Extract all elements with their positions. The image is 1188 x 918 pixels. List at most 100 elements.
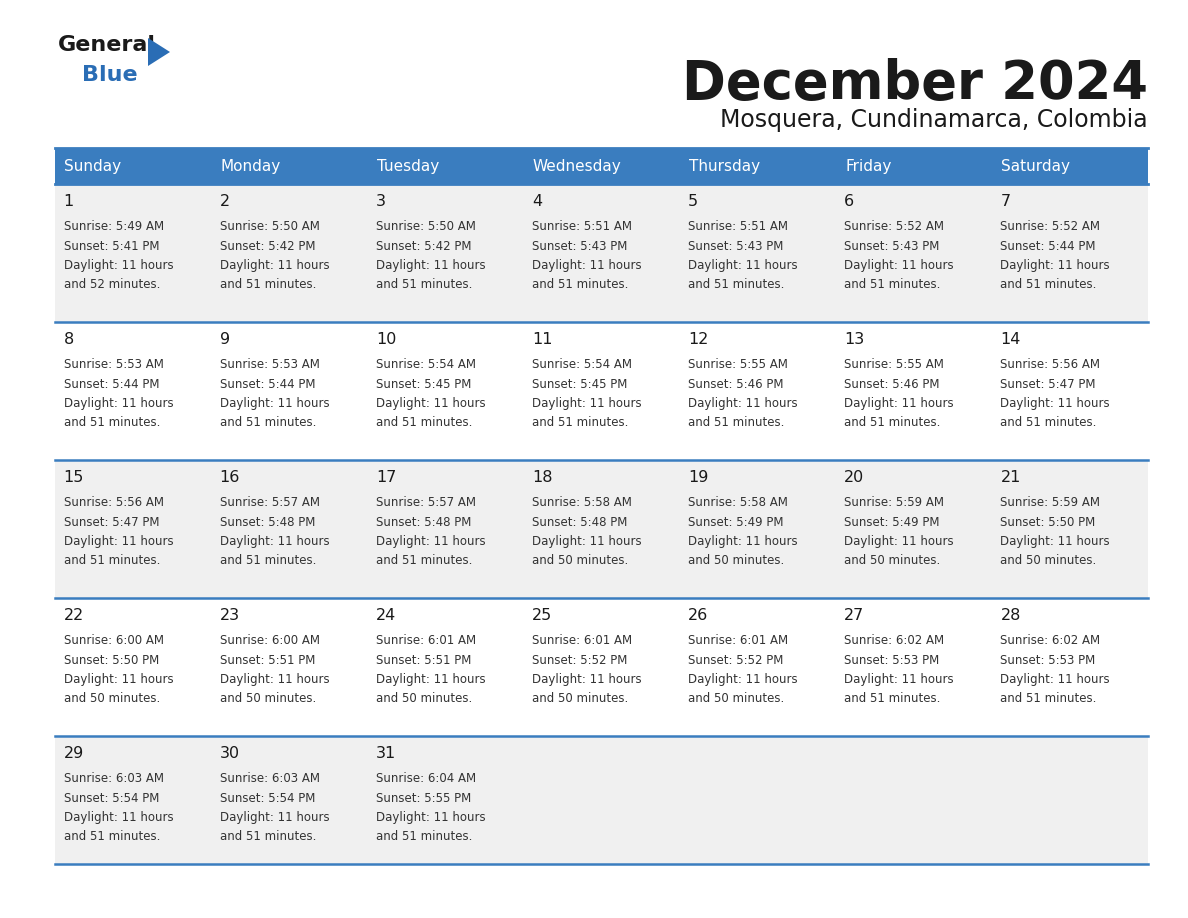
Text: and 51 minutes.: and 51 minutes. [220, 417, 316, 430]
Bar [835, 598, 992, 736]
Text: Daylight: 11 hours: Daylight: 11 hours [845, 673, 954, 686]
Text: Sunrise: 5:59 AM: Sunrise: 5:59 AM [845, 496, 944, 509]
Text: 15: 15 [64, 470, 84, 485]
Bar [211, 598, 367, 736]
Text: Sunset: 5:49 PM: Sunset: 5:49 PM [845, 516, 940, 529]
Bar [524, 148, 680, 184]
Text: Daylight: 11 hours: Daylight: 11 hours [688, 397, 798, 410]
Text: and 51 minutes.: and 51 minutes. [375, 554, 473, 567]
Text: Sunrise: 6:02 AM: Sunrise: 6:02 AM [1000, 634, 1100, 647]
Text: Sunset: 5:53 PM: Sunset: 5:53 PM [845, 654, 940, 666]
Text: 25: 25 [532, 608, 552, 623]
Text: Sunset: 5:50 PM: Sunset: 5:50 PM [1000, 516, 1095, 529]
Text: Sunrise: 5:49 AM: Sunrise: 5:49 AM [64, 220, 164, 233]
Text: Daylight: 11 hours: Daylight: 11 hours [1000, 535, 1110, 548]
Text: Sunset: 5:46 PM: Sunset: 5:46 PM [845, 377, 940, 390]
Text: Daylight: 11 hours: Daylight: 11 hours [845, 535, 954, 548]
Text: 11: 11 [532, 332, 552, 347]
Text: Sunrise: 6:01 AM: Sunrise: 6:01 AM [688, 634, 789, 647]
Text: Sunrise: 5:53 AM: Sunrise: 5:53 AM [64, 358, 164, 371]
Text: and 50 minutes.: and 50 minutes. [688, 554, 784, 567]
Text: Sunset: 5:47 PM: Sunset: 5:47 PM [1000, 377, 1097, 390]
Bar [211, 736, 367, 864]
Text: and 51 minutes.: and 51 minutes. [688, 417, 784, 430]
Text: Sunrise: 5:59 AM: Sunrise: 5:59 AM [1000, 496, 1100, 509]
Text: and 51 minutes.: and 51 minutes. [532, 417, 628, 430]
Text: 4: 4 [532, 194, 542, 209]
Text: Daylight: 11 hours: Daylight: 11 hours [375, 811, 486, 824]
Text: Daylight: 11 hours: Daylight: 11 hours [220, 397, 329, 410]
Text: Sunrise: 6:00 AM: Sunrise: 6:00 AM [220, 634, 320, 647]
Text: Sunset: 5:46 PM: Sunset: 5:46 PM [688, 377, 784, 390]
Text: 3: 3 [375, 194, 386, 209]
Text: Daylight: 11 hours: Daylight: 11 hours [532, 397, 642, 410]
Text: and 51 minutes.: and 51 minutes. [375, 278, 473, 292]
Bar [835, 736, 992, 864]
Text: Sunset: 5:48 PM: Sunset: 5:48 PM [220, 516, 315, 529]
Text: Sunset: 5:54 PM: Sunset: 5:54 PM [64, 791, 159, 804]
Text: 7: 7 [1000, 194, 1011, 209]
Text: and 52 minutes.: and 52 minutes. [64, 278, 160, 292]
Text: Sunset: 5:42 PM: Sunset: 5:42 PM [375, 240, 472, 252]
Text: Daylight: 11 hours: Daylight: 11 hours [1000, 259, 1110, 272]
Text: Daylight: 11 hours: Daylight: 11 hours [1000, 673, 1110, 686]
Text: Wednesday: Wednesday [532, 159, 621, 174]
Text: Friday: Friday [845, 159, 891, 174]
Text: Daylight: 11 hours: Daylight: 11 hours [375, 259, 486, 272]
Text: Sunset: 5:43 PM: Sunset: 5:43 PM [688, 240, 784, 252]
Text: 31: 31 [375, 746, 396, 761]
Text: and 50 minutes.: and 50 minutes. [220, 692, 316, 706]
Text: and 51 minutes.: and 51 minutes. [375, 417, 473, 430]
Text: Sunrise: 5:55 AM: Sunrise: 5:55 AM [688, 358, 788, 371]
Text: Mosquera, Cundinamarca, Colombia: Mosquera, Cundinamarca, Colombia [720, 108, 1148, 132]
Bar [992, 184, 1148, 322]
Text: 24: 24 [375, 608, 396, 623]
Text: Sunset: 5:44 PM: Sunset: 5:44 PM [1000, 240, 1097, 252]
Text: and 50 minutes.: and 50 minutes. [532, 692, 628, 706]
Bar [55, 736, 211, 864]
Bar [367, 598, 524, 736]
Text: Sunrise: 5:54 AM: Sunrise: 5:54 AM [532, 358, 632, 371]
Text: Daylight: 11 hours: Daylight: 11 hours [375, 535, 486, 548]
Text: 22: 22 [64, 608, 84, 623]
Text: Sunset: 5:52 PM: Sunset: 5:52 PM [532, 654, 627, 666]
Bar [55, 148, 211, 184]
Text: Sunrise: 5:51 AM: Sunrise: 5:51 AM [532, 220, 632, 233]
Text: and 51 minutes.: and 51 minutes. [1000, 692, 1097, 706]
Text: Sunset: 5:47 PM: Sunset: 5:47 PM [64, 516, 159, 529]
Bar [55, 460, 211, 598]
Bar [524, 184, 680, 322]
Text: Sunset: 5:42 PM: Sunset: 5:42 PM [220, 240, 315, 252]
Bar [524, 460, 680, 598]
Bar [211, 184, 367, 322]
Bar [367, 184, 524, 322]
Bar [55, 598, 211, 736]
Bar [367, 460, 524, 598]
Bar [992, 322, 1148, 460]
Text: and 51 minutes.: and 51 minutes. [375, 831, 473, 844]
Text: Daylight: 11 hours: Daylight: 11 hours [64, 811, 173, 824]
Text: Sunset: 5:51 PM: Sunset: 5:51 PM [220, 654, 315, 666]
Text: and 51 minutes.: and 51 minutes. [220, 278, 316, 292]
Bar [524, 598, 680, 736]
Text: Blue: Blue [82, 65, 138, 85]
Text: and 51 minutes.: and 51 minutes. [64, 831, 160, 844]
Text: Thursday: Thursday [689, 159, 760, 174]
Text: and 51 minutes.: and 51 minutes. [1000, 417, 1097, 430]
Text: 20: 20 [845, 470, 865, 485]
Text: and 51 minutes.: and 51 minutes. [220, 831, 316, 844]
Text: Daylight: 11 hours: Daylight: 11 hours [1000, 397, 1110, 410]
Text: Daylight: 11 hours: Daylight: 11 hours [688, 259, 798, 272]
Text: Sunrise: 5:50 AM: Sunrise: 5:50 AM [375, 220, 475, 233]
Text: Daylight: 11 hours: Daylight: 11 hours [220, 673, 329, 686]
Bar [680, 598, 835, 736]
Text: Sunset: 5:45 PM: Sunset: 5:45 PM [532, 377, 627, 390]
Text: Sunrise: 5:56 AM: Sunrise: 5:56 AM [1000, 358, 1100, 371]
Text: and 50 minutes.: and 50 minutes. [845, 554, 941, 567]
Text: Sunrise: 5:58 AM: Sunrise: 5:58 AM [532, 496, 632, 509]
Bar [992, 148, 1148, 184]
Bar [992, 460, 1148, 598]
Text: and 50 minutes.: and 50 minutes. [688, 692, 784, 706]
Text: 8: 8 [64, 332, 74, 347]
Bar [680, 460, 835, 598]
